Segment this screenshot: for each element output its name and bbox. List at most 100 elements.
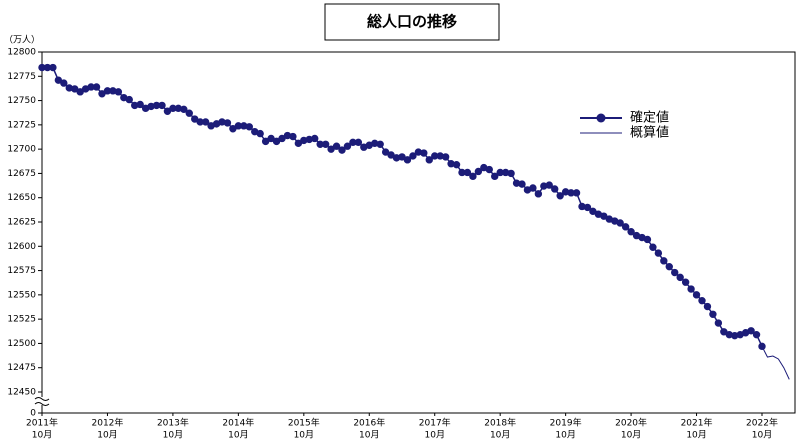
data-point <box>518 180 526 188</box>
y-tick-label: 12575 <box>7 266 36 276</box>
data-point <box>714 319 723 327</box>
x-tick-label: 2015年 <box>288 417 320 429</box>
x-tick-label: 2012年 <box>92 417 124 429</box>
x-tick-label: 2020年 <box>615 417 647 429</box>
x-tick-label: 10月 <box>621 430 641 441</box>
legend-label: 確定値 <box>630 110 669 126</box>
data-point <box>545 181 553 189</box>
y-tick-label: 12450 <box>7 388 36 398</box>
data-point <box>256 129 264 138</box>
data-point <box>507 169 515 178</box>
x-tick-label: 2021年 <box>681 417 713 429</box>
y-tick-label: 12650 <box>7 193 36 203</box>
data-point <box>409 152 417 160</box>
data-point <box>125 95 133 104</box>
data-point <box>354 138 363 147</box>
y-tick-label: 0 <box>30 409 36 419</box>
y-tick-label: 12525 <box>7 315 36 325</box>
x-tick-label: 10月 <box>359 430 379 441</box>
legend-marker <box>596 113 606 123</box>
data-point <box>491 172 499 181</box>
data-point <box>376 140 384 148</box>
x-tick-label: 2022年 <box>746 417 778 429</box>
x-tick-label: 10月 <box>228 430 248 441</box>
data-point <box>534 190 543 198</box>
x-tick-label: 10月 <box>32 430 52 441</box>
data-point <box>681 278 690 286</box>
data-point <box>747 327 755 335</box>
data-point <box>687 285 695 293</box>
data-point <box>201 118 210 126</box>
y-tick-label: 12600 <box>7 242 36 252</box>
data-point <box>343 142 352 150</box>
data-point <box>649 243 657 251</box>
data-point <box>676 273 684 282</box>
x-tick-label: 2011年 <box>26 417 58 429</box>
data-point <box>660 257 668 265</box>
data-point <box>698 296 706 305</box>
y-tick-label: 12550 <box>7 290 36 300</box>
x-tick-label: 10月 <box>752 430 772 441</box>
data-point <box>752 330 761 339</box>
x-tick-label: 10月 <box>490 430 510 441</box>
data-point <box>572 189 581 197</box>
y-tick-label: 12700 <box>7 145 36 155</box>
y-tick-label: 12725 <box>7 120 36 130</box>
x-tick-label: 10月 <box>686 430 706 441</box>
data-point <box>452 160 461 169</box>
data-point <box>583 203 592 212</box>
x-tick-label: 10月 <box>97 430 117 441</box>
data-point <box>136 100 144 109</box>
y-tick-label: 12775 <box>7 72 36 82</box>
data-point <box>311 134 319 143</box>
x-tick-label: 2016年 <box>353 417 385 429</box>
x-tick-label: 10月 <box>425 430 445 441</box>
y-tick-label: 12750 <box>7 96 36 106</box>
data-point <box>692 291 701 299</box>
x-tick-label: 10月 <box>294 430 314 441</box>
x-tick-label: 2018年 <box>484 417 516 429</box>
data-point <box>223 119 232 127</box>
data-point <box>338 146 346 154</box>
y-tick-label: 12625 <box>7 218 36 228</box>
data-point <box>709 310 717 318</box>
data-point <box>463 168 472 177</box>
x-tick-label: 2013年 <box>157 417 189 429</box>
data-point <box>245 123 253 131</box>
data-point <box>469 172 477 181</box>
data-point <box>60 79 68 87</box>
data-point <box>332 142 341 150</box>
series-line <box>761 346 790 380</box>
data-point <box>158 101 166 110</box>
x-tick-label: 10月 <box>555 430 575 441</box>
data-point <box>671 268 679 277</box>
data-point <box>654 249 663 257</box>
y-tick-label: 12800 <box>7 48 36 58</box>
x-tick-label: 2019年 <box>550 417 582 429</box>
x-tick-label: 2014年 <box>222 417 254 429</box>
y-tick-label: 12500 <box>7 339 36 349</box>
data-point <box>114 88 123 96</box>
data-point <box>474 167 483 176</box>
data-point <box>556 192 564 200</box>
data-point <box>420 149 428 157</box>
x-tick-label: 2017年 <box>419 417 451 429</box>
data-point <box>665 262 673 271</box>
title-box <box>324 3 500 41</box>
plot-frame <box>41 51 796 414</box>
data-point <box>616 219 624 227</box>
chart-title: 総人口の推移 <box>367 13 457 31</box>
data-point <box>441 153 450 161</box>
data-point <box>703 302 712 311</box>
legend-label: 概算値 <box>630 125 669 141</box>
data-point <box>321 140 330 148</box>
x-tick-label: 10月 <box>163 430 183 441</box>
data-point <box>289 132 297 141</box>
data-point <box>621 223 630 231</box>
axis-break-gap <box>36 397 50 405</box>
data-point <box>551 185 559 193</box>
data-point <box>185 109 193 117</box>
data-point <box>485 165 493 174</box>
y-tick-label: 12675 <box>7 169 36 179</box>
